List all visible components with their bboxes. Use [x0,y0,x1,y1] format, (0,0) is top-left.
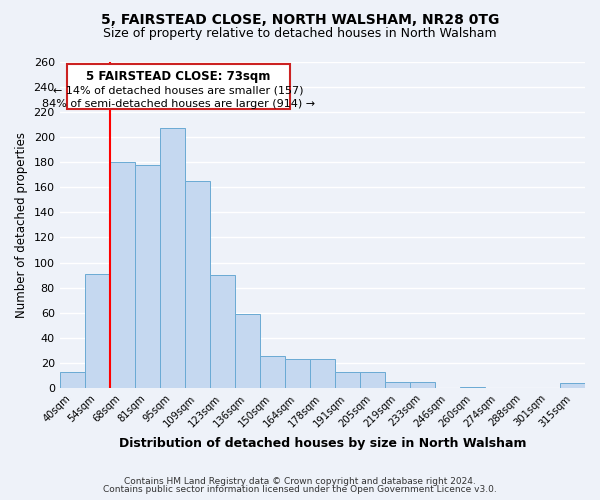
Bar [385,382,410,388]
Bar [85,274,110,388]
FancyBboxPatch shape [67,64,290,109]
Bar [335,372,360,388]
Bar [460,387,485,388]
Text: Size of property relative to detached houses in North Walsham: Size of property relative to detached ho… [103,28,497,40]
Bar [160,128,185,388]
Bar [110,162,135,388]
Text: Contains public sector information licensed under the Open Government Licence v3: Contains public sector information licen… [103,485,497,494]
Text: Contains HM Land Registry data © Crown copyright and database right 2024.: Contains HM Land Registry data © Crown c… [124,477,476,486]
Bar [260,356,285,388]
X-axis label: Distribution of detached houses by size in North Walsham: Distribution of detached houses by size … [119,437,526,450]
Bar [285,360,310,388]
Bar [310,360,335,388]
Y-axis label: Number of detached properties: Number of detached properties [15,132,28,318]
Bar [235,314,260,388]
Bar [210,275,235,388]
Text: 5 FAIRSTEAD CLOSE: 73sqm: 5 FAIRSTEAD CLOSE: 73sqm [86,70,271,84]
Bar [135,164,160,388]
Bar [560,383,585,388]
Text: 5, FAIRSTEAD CLOSE, NORTH WALSHAM, NR28 0TG: 5, FAIRSTEAD CLOSE, NORTH WALSHAM, NR28 … [101,12,499,26]
Text: 84% of semi-detached houses are larger (914) →: 84% of semi-detached houses are larger (… [42,99,315,109]
Text: ← 14% of detached houses are smaller (157): ← 14% of detached houses are smaller (15… [53,86,304,96]
Bar [59,372,85,388]
Bar [410,382,435,388]
Bar [185,181,210,388]
Bar [360,372,385,388]
